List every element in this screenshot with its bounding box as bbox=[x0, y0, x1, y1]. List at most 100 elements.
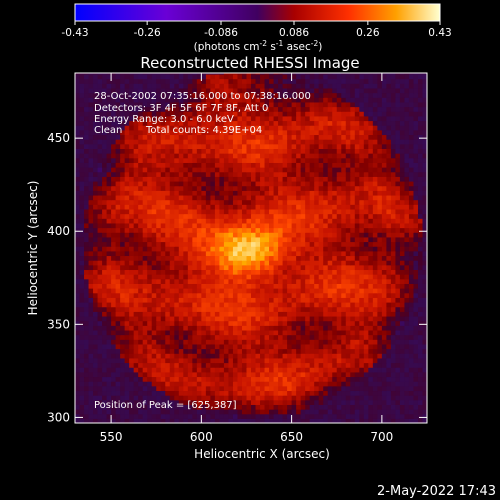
heatmap-cell bbox=[255, 399, 261, 405]
heatmap-cell bbox=[102, 371, 108, 378]
heatmap-cell bbox=[147, 288, 153, 294]
heatmap-cell bbox=[314, 320, 320, 326]
heatmap-cell bbox=[106, 376, 112, 382]
heatmap-cell bbox=[88, 376, 94, 382]
heatmap-cell bbox=[106, 306, 112, 312]
heatmap-cell bbox=[183, 297, 189, 303]
heatmap-cell bbox=[160, 241, 166, 247]
heatmap-cell bbox=[260, 157, 266, 163]
heatmap-cell bbox=[219, 329, 225, 336]
heatmap-cell bbox=[102, 204, 108, 210]
heatmap-cell bbox=[102, 232, 108, 238]
heatmap-cell bbox=[219, 167, 225, 173]
heatmap-cell bbox=[305, 167, 311, 173]
heatmap-cell bbox=[296, 348, 302, 354]
heatmap-cell bbox=[165, 325, 171, 331]
heatmap-cell bbox=[129, 176, 135, 182]
heatmap-cell bbox=[408, 334, 415, 340]
heatmap-cell bbox=[201, 395, 207, 401]
heatmap-cell bbox=[115, 171, 121, 177]
heatmap-cell bbox=[300, 343, 306, 350]
heatmap-cell bbox=[147, 222, 153, 229]
heatmap-cell bbox=[237, 208, 243, 215]
heatmap-cell bbox=[205, 232, 211, 238]
heatmap-cell bbox=[408, 288, 415, 294]
heatmap-cell bbox=[88, 283, 94, 289]
heatmap-cell bbox=[323, 269, 329, 275]
heatmap-cell bbox=[336, 409, 342, 415]
heatmap-cell bbox=[264, 129, 270, 136]
heatmap-cell bbox=[377, 320, 383, 326]
heatmap-cell bbox=[377, 274, 383, 280]
heatmap-cell bbox=[305, 385, 311, 392]
heatmap-cell bbox=[291, 199, 297, 205]
heatmap-cell bbox=[323, 148, 329, 154]
heatmap-cell bbox=[165, 395, 171, 401]
heatmap-cell bbox=[368, 241, 374, 247]
heatmap-cell bbox=[205, 264, 211, 271]
heatmap-cell bbox=[174, 194, 180, 201]
heatmap-cell bbox=[210, 325, 216, 331]
heatmap-cell bbox=[282, 353, 288, 359]
heatmap-cell bbox=[156, 325, 162, 331]
heatmap-cell bbox=[273, 246, 279, 252]
heatmap-cell bbox=[381, 385, 387, 392]
heatmap-cell bbox=[309, 288, 315, 294]
heatmap-cell bbox=[178, 325, 184, 331]
heatmap-cell bbox=[345, 367, 351, 373]
heatmap-cell bbox=[251, 390, 257, 396]
heatmap-cell bbox=[255, 260, 261, 266]
heatmap-cell bbox=[296, 153, 302, 159]
heatmap-cell bbox=[102, 274, 108, 280]
heatmap-cell bbox=[287, 171, 293, 177]
heatmap-cell bbox=[205, 409, 211, 415]
heatmap-cell bbox=[232, 311, 239, 317]
heatmap-cell bbox=[205, 255, 211, 261]
heatmap-cell bbox=[102, 343, 108, 350]
heatmap-cell bbox=[79, 292, 85, 298]
heatmap-cell bbox=[214, 260, 221, 266]
heatmap-cell bbox=[372, 371, 378, 378]
heatmap-cell bbox=[214, 325, 221, 331]
heatmap-cell bbox=[241, 129, 248, 136]
heatmap-cell bbox=[165, 255, 171, 261]
heatmap-cell bbox=[395, 315, 401, 322]
heatmap-cell bbox=[273, 236, 279, 243]
heatmap-cell bbox=[111, 204, 117, 210]
heatmap-cell bbox=[84, 129, 90, 136]
heatmap-cell bbox=[138, 288, 144, 294]
heatmap-cell bbox=[75, 176, 81, 182]
heatmap-cell bbox=[404, 409, 410, 415]
heatmap-cell bbox=[390, 297, 397, 303]
heatmap-cell bbox=[413, 362, 419, 368]
heatmap-cell bbox=[165, 334, 171, 340]
heatmap-cell bbox=[133, 208, 139, 215]
heatmap-cell bbox=[232, 232, 239, 238]
heatmap-cell bbox=[169, 306, 175, 312]
heatmap-cell bbox=[314, 297, 320, 303]
heatmap-cell bbox=[350, 301, 356, 308]
heatmap-cell bbox=[296, 381, 302, 387]
heatmap-cell bbox=[251, 292, 257, 298]
heatmap-cell bbox=[332, 171, 338, 177]
heatmap-cell bbox=[327, 162, 333, 168]
heatmap-cell bbox=[296, 297, 302, 303]
heatmap-cell bbox=[318, 381, 324, 387]
heatmap-cell bbox=[192, 320, 198, 326]
heatmap-cell bbox=[386, 339, 392, 345]
heatmap-cell bbox=[305, 329, 311, 336]
heatmap-cell bbox=[399, 167, 406, 173]
heatmap-cell bbox=[260, 218, 266, 224]
heatmap-cell bbox=[93, 176, 99, 182]
heatmap-cell bbox=[408, 199, 415, 205]
heatmap-cell bbox=[228, 264, 234, 271]
heatmap-cell bbox=[129, 390, 135, 396]
heatmap-cell bbox=[219, 204, 225, 210]
heatmap-cell bbox=[160, 190, 166, 196]
heatmap-cell bbox=[314, 227, 320, 233]
heatmap-cell bbox=[178, 288, 184, 294]
heatmap-cell bbox=[183, 404, 189, 410]
heatmap-cell bbox=[341, 385, 347, 392]
heatmap-cell bbox=[106, 190, 112, 196]
heatmap-cell bbox=[255, 236, 261, 243]
